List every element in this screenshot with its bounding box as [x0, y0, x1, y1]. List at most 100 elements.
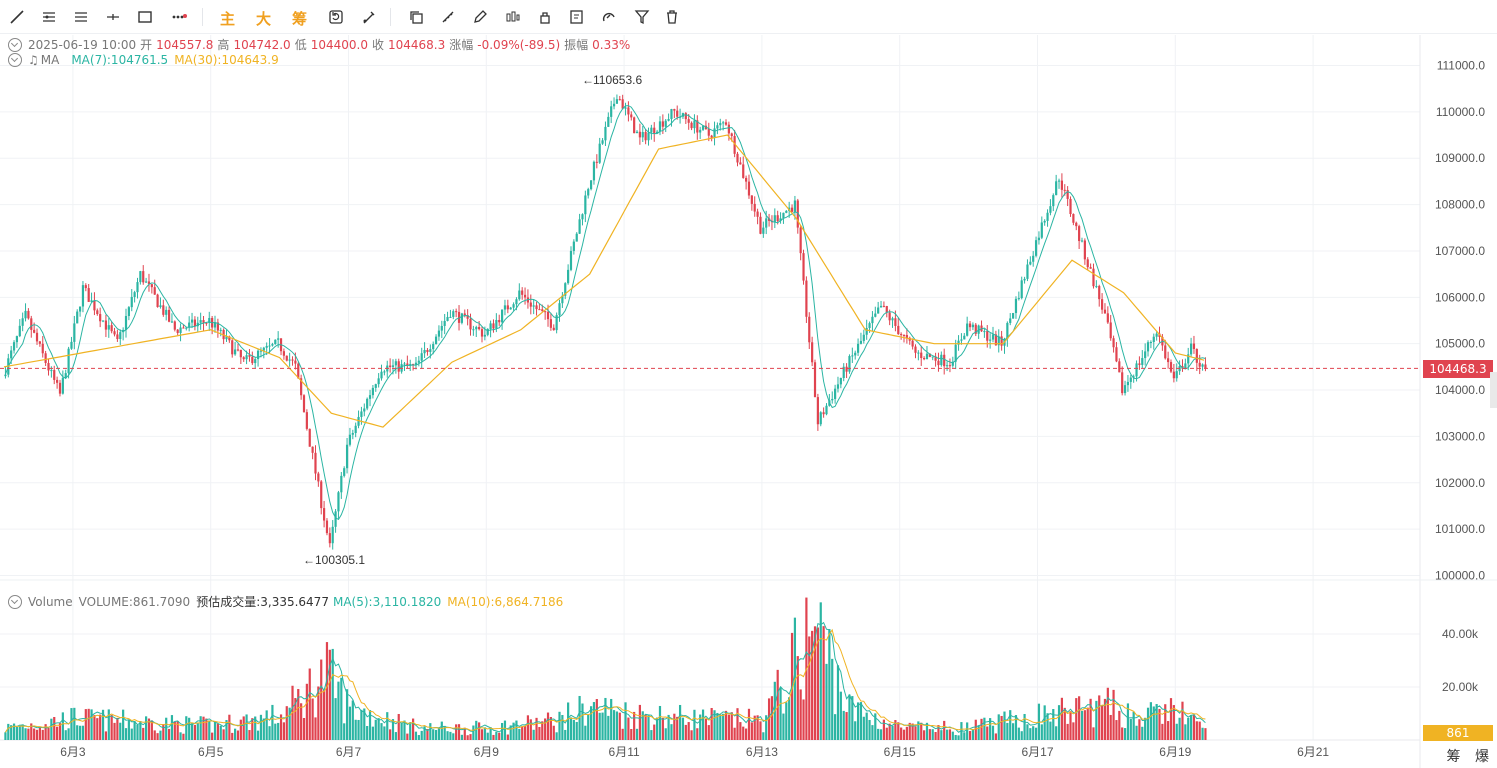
candle-body	[101, 320, 105, 322]
candle-body	[839, 378, 842, 385]
volume-bar	[676, 716, 679, 740]
volume-bar	[50, 718, 53, 740]
volume-bar	[765, 715, 768, 740]
candle-body	[1204, 364, 1207, 369]
volume-bar	[58, 723, 62, 740]
volume-bar	[678, 704, 682, 740]
volume-bar	[825, 663, 828, 740]
candle-body	[317, 473, 320, 482]
magnet-icon[interactable]	[598, 6, 620, 28]
candle-body	[1175, 371, 1178, 379]
volume-bar	[1126, 703, 1130, 740]
candle-body	[727, 124, 730, 134]
candle-body	[604, 126, 607, 141]
volume-bar	[865, 712, 868, 740]
volume-bar	[871, 725, 874, 740]
candle-body	[1009, 318, 1012, 323]
volume-bar	[851, 696, 854, 740]
more-icon[interactable]	[168, 6, 190, 28]
volume-bar	[254, 716, 257, 740]
candle-body	[1078, 226, 1081, 242]
axis-labels: 111000.0 110000.0 109000.0 108000.0 107000.0…	[60, 59, 1485, 760]
line-tool-icon[interactable]	[6, 6, 28, 28]
copy-icon[interactable]	[405, 6, 427, 28]
volume-bar	[963, 732, 966, 740]
candle-body	[4, 374, 7, 377]
volume-bar	[122, 709, 125, 740]
candle-body	[182, 327, 185, 329]
volume-bar	[925, 722, 929, 740]
volume-bar	[575, 721, 578, 740]
measure-icon[interactable]	[358, 6, 380, 28]
volume-bar	[256, 730, 260, 740]
change-label: 涨幅	[449, 38, 474, 52]
candle-body	[699, 129, 702, 133]
axis-drag-handle[interactable]	[1490, 372, 1497, 408]
collapse-icon[interactable]	[8, 53, 22, 67]
parallel-lines-icon[interactable]	[70, 6, 92, 28]
candle-body	[93, 300, 96, 311]
rectangle-icon[interactable]	[134, 6, 156, 28]
collapse-icon[interactable]	[8, 594, 22, 609]
horizontal-lines-icon[interactable]	[38, 6, 60, 28]
volume-bar	[788, 697, 791, 740]
candle-body	[836, 384, 840, 389]
volume-bar	[546, 712, 550, 740]
trash-icon[interactable]	[661, 6, 683, 28]
volume-bar	[1178, 717, 1181, 740]
candle-body	[859, 340, 863, 344]
volume-bar	[325, 642, 329, 740]
candle-body	[377, 378, 380, 385]
volume-bar	[934, 732, 937, 740]
candle-body	[340, 475, 343, 493]
candle-body	[406, 363, 409, 366]
candle-body	[1149, 342, 1152, 344]
candle-body	[968, 323, 972, 328]
main-mode-button[interactable]: 主	[220, 10, 236, 28]
volume-indicator-name: Volume	[28, 594, 73, 609]
collapse-icon[interactable]	[8, 37, 22, 52]
volume-bar	[1115, 720, 1118, 740]
volume-bar	[567, 702, 570, 740]
candle-body	[877, 307, 880, 314]
volume-bar	[268, 726, 271, 740]
volume-bar	[1132, 711, 1135, 740]
x-tick-label: 6月19	[1159, 745, 1191, 759]
y-tick-label: 109000.0	[1435, 151, 1485, 165]
chips-button[interactable]: 筹	[1446, 749, 1461, 765]
volume-bar	[56, 726, 59, 740]
volume-bar	[713, 710, 716, 740]
note-icon[interactable]	[566, 6, 588, 28]
volume-bar	[523, 725, 527, 740]
volume-bar	[1011, 723, 1015, 740]
large-mode-button[interactable]: 大	[256, 10, 272, 28]
liquidation-button[interactable]: 爆	[1475, 749, 1489, 765]
candle-body	[343, 468, 346, 476]
candle-body	[865, 327, 868, 335]
volume-bar	[538, 727, 541, 740]
volume-bar	[920, 722, 923, 740]
candle-body	[265, 345, 268, 348]
bell-icon[interactable]: ♫	[28, 53, 39, 67]
volume-bar	[150, 720, 153, 740]
candle-body	[656, 131, 659, 134]
cross-line-icon[interactable]	[102, 6, 124, 28]
pencil-icon[interactable]	[469, 6, 491, 28]
volume-bar	[716, 712, 719, 740]
filter-icon[interactable]	[631, 6, 653, 28]
volume-bar	[265, 710, 268, 740]
candle-body	[638, 131, 641, 138]
candle-body	[294, 360, 297, 364]
refresh-icon[interactable]	[325, 6, 347, 28]
candle-body	[374, 384, 377, 388]
chips-mode-button[interactable]: 筹	[292, 10, 308, 28]
lock-icon[interactable]	[534, 6, 556, 28]
candle-body	[41, 343, 44, 354]
candle-body	[658, 121, 662, 132]
volume-bar	[84, 709, 87, 740]
candles-icon[interactable]	[502, 6, 524, 28]
ruler-icon[interactable]	[437, 6, 459, 28]
candle-body	[472, 329, 475, 331]
candle-body	[630, 114, 633, 118]
